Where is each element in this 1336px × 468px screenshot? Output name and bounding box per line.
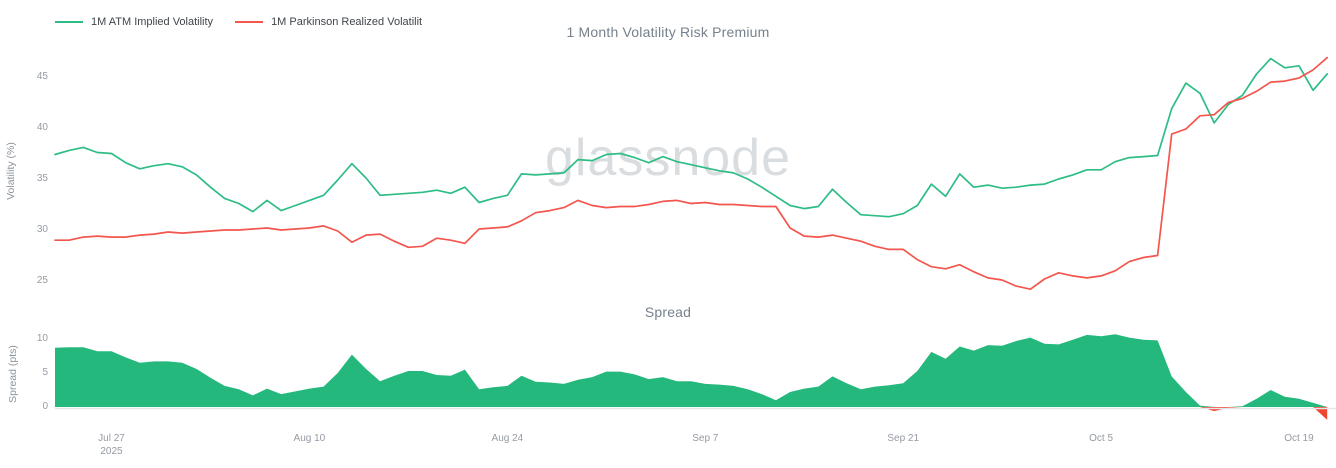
spread-chart-title: Spread <box>644 304 692 320</box>
volatility-tick-label: 25 <box>36 275 48 286</box>
volatility-tick-label: 45 <box>36 71 48 82</box>
spread-tick-label: 0 <box>42 401 48 412</box>
volatility-tick-label: 35 <box>36 173 48 184</box>
spread-area-positive <box>55 334 1328 407</box>
volatility-chart[interactable] <box>0 0 1336 300</box>
x-tick-label: Oct 19 <box>1284 433 1314 444</box>
legend-item-realized[interactable]: 1M Parkinson Realized Volatilit <box>235 16 422 28</box>
spread-tick-label: 5 <box>42 367 48 378</box>
realized-volatility-line <box>54 56 1329 291</box>
volatility-tick-label: 30 <box>36 224 48 235</box>
legend-label: 1M ATM Implied Volatility <box>91 16 214 28</box>
legend-label: 1M Parkinson Realized Volatilit <box>271 16 423 28</box>
implied-volatility-line <box>54 57 1329 218</box>
legend-item-implied[interactable]: 1M ATM Implied Volatility <box>55 16 213 28</box>
volatility-axis-title: Volatility (%) <box>4 142 17 200</box>
legend: 1M ATM Implied Volatility 1M Parkinson Re… <box>55 16 422 28</box>
page-title: 1 Month Volatility Risk Premium <box>566 24 770 40</box>
legend-line-swatch <box>235 21 264 23</box>
x-tick-label: Aug 10 <box>293 433 326 444</box>
x-tick-label: Aug 24 <box>491 433 524 444</box>
x-tick-year-label: 2025 <box>100 446 123 457</box>
spread-tick-label: 10 <box>36 333 48 344</box>
volatility-tick-label: 40 <box>36 122 48 133</box>
x-tick-label: Oct 5 <box>1089 433 1114 444</box>
x-tick-label: Sep 21 <box>887 433 920 444</box>
x-tick-label: Jul 27 2025 <box>98 433 125 457</box>
x-tick-label: Sep 7 <box>692 433 719 444</box>
legend-line-swatch <box>55 21 83 23</box>
